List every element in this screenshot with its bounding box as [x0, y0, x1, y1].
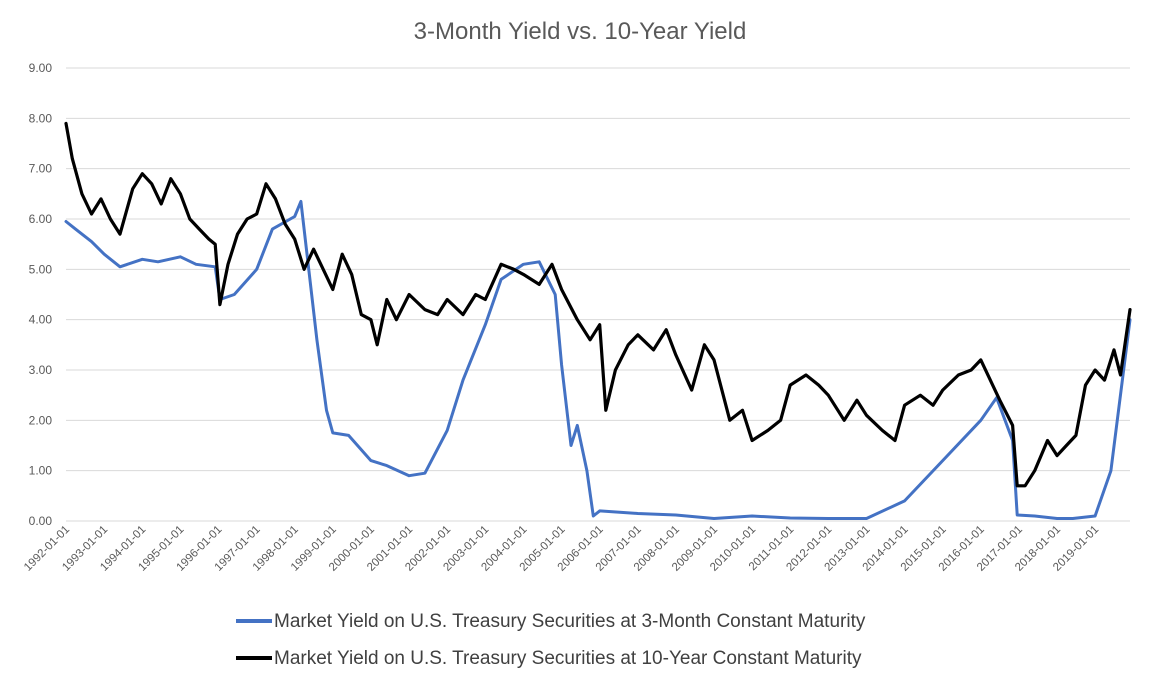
legend: Market Yield on U.S. Treasury Securities… [236, 611, 866, 669]
y-tick-label: 2.00 [29, 413, 53, 427]
legend-label: Market Yield on U.S. Treasury Securities… [274, 611, 866, 632]
legend-label: Market Yield on U.S. Treasury Securities… [274, 648, 862, 669]
y-axis-ticks: 0.00 1.00 2.00 3.00 4.00 5.00 6.00 7.00 8.00 9.00 [29, 61, 53, 528]
x-axis-ticks: 1992-01-011993-01-011994-01-011995-01-01… [22, 524, 1101, 574]
chart-title: 3-Month Yield vs. 10-Year Yield [414, 18, 747, 45]
y-tick-label: 3.00 [29, 363, 53, 377]
y-tick-label: 8.00 [29, 111, 53, 125]
y-tick-label: 7.00 [29, 162, 53, 176]
y-tick-label: 1.00 [29, 464, 53, 478]
y-tick-label: 5.00 [29, 262, 53, 276]
series-lines [64, 121, 1132, 520]
gridlines [66, 67, 1130, 522]
y-tick-label: 0.00 [29, 514, 53, 528]
y-tick-label: 9.00 [29, 61, 53, 75]
y-tick-label: 6.00 [29, 212, 53, 226]
series-line-10-year [64, 121, 1132, 488]
y-tick-label: 4.00 [29, 313, 53, 327]
